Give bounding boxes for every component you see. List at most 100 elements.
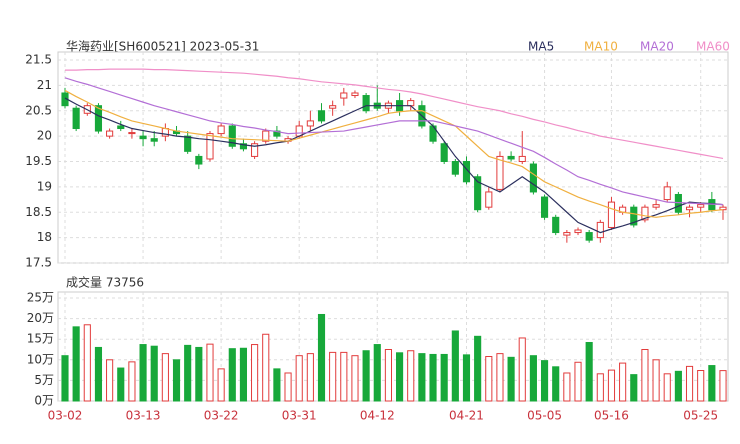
legend-label: MA10 bbox=[584, 40, 618, 54]
candle-body bbox=[451, 161, 459, 175]
candle-body bbox=[697, 204, 705, 208]
candle-body bbox=[117, 125, 125, 130]
candle-body bbox=[585, 232, 593, 241]
volume-bar bbox=[641, 349, 649, 402]
candle-body bbox=[663, 186, 671, 201]
candle-body bbox=[262, 130, 270, 142]
volume-bar bbox=[262, 333, 270, 402]
volume-title: 成交量 73756 bbox=[66, 275, 144, 290]
volume-bar bbox=[474, 335, 482, 402]
chart-title: 华海药业[SH600521] 2023-05-31 bbox=[66, 39, 259, 54]
candle-body bbox=[72, 107, 80, 130]
candle-body bbox=[462, 161, 471, 183]
candle-body bbox=[128, 132, 136, 135]
y-tick-label: 20.5 bbox=[25, 103, 52, 117]
candle-body bbox=[641, 206, 649, 221]
volume-bar bbox=[697, 370, 705, 402]
candle-body bbox=[340, 92, 348, 99]
x-tick-label: 04-12 bbox=[360, 409, 395, 423]
candle-body bbox=[474, 176, 482, 211]
volume-bar bbox=[429, 353, 437, 402]
volume-tick-label: 10万 bbox=[27, 352, 54, 366]
volume-bar bbox=[217, 368, 225, 402]
x-tick-label: 03-22 bbox=[204, 409, 239, 423]
volume-bar bbox=[273, 368, 281, 402]
candle-body bbox=[139, 135, 147, 140]
volume-bar bbox=[150, 345, 158, 402]
volume-bar bbox=[139, 344, 147, 402]
y-tick-label: 21 bbox=[37, 78, 52, 92]
volume-bar bbox=[362, 350, 370, 402]
candle-body bbox=[518, 155, 526, 163]
volume-tick-label: 5万 bbox=[34, 373, 54, 387]
y-tick-label: 17.5 bbox=[25, 256, 52, 270]
volume-bar bbox=[373, 344, 381, 402]
x-tick-label: 04-21 bbox=[449, 409, 484, 423]
volume-bar bbox=[540, 360, 549, 402]
candle-body bbox=[552, 216, 560, 234]
volume-bar bbox=[228, 348, 236, 402]
volume-bar bbox=[719, 370, 727, 402]
x-tick-label: 03-13 bbox=[126, 409, 161, 423]
volume-bar bbox=[83, 324, 91, 402]
candle-body bbox=[685, 206, 694, 211]
volume-bar bbox=[128, 361, 136, 402]
ma-line bbox=[65, 68, 724, 160]
legend-label: MA20 bbox=[640, 40, 674, 54]
candle-body bbox=[94, 105, 103, 132]
volume-bar bbox=[351, 355, 359, 402]
candle-body bbox=[106, 130, 114, 137]
volume-frame bbox=[57, 291, 729, 402]
volume-tick-label: 20万 bbox=[27, 311, 54, 325]
volume-bar bbox=[485, 356, 493, 402]
x-tick-label: 03-02 bbox=[48, 409, 83, 423]
volume-tick-label: 0万 bbox=[34, 394, 54, 408]
candle-body bbox=[407, 100, 415, 107]
volume-bar bbox=[663, 373, 671, 402]
volume-bar bbox=[106, 359, 114, 402]
volume-bar bbox=[396, 352, 404, 402]
candle-body bbox=[150, 138, 158, 142]
candle-body bbox=[317, 110, 326, 122]
volume-bar bbox=[462, 354, 471, 402]
volume-bar bbox=[295, 355, 303, 402]
volume-bar bbox=[172, 359, 181, 402]
volume-bar bbox=[117, 367, 125, 402]
volume-bar bbox=[195, 346, 203, 402]
volume-bar bbox=[507, 356, 515, 402]
candle-body bbox=[507, 155, 515, 160]
candle-body bbox=[217, 125, 225, 135]
volume-bar bbox=[708, 365, 716, 402]
volume-bar bbox=[61, 355, 69, 402]
candle-body bbox=[195, 155, 203, 165]
volume-bar bbox=[239, 347, 248, 402]
y-tick-label: 19 bbox=[37, 179, 52, 193]
volume-tick-label: 25万 bbox=[27, 291, 54, 305]
volume-bar bbox=[306, 353, 314, 402]
y-tick-label: 18.5 bbox=[25, 205, 52, 219]
x-tick-label: 03-31 bbox=[282, 409, 317, 423]
volume-bar bbox=[440, 353, 448, 402]
volume-bar bbox=[206, 343, 214, 402]
candle-body bbox=[239, 143, 248, 150]
candle-body bbox=[228, 125, 236, 147]
candle-body bbox=[251, 143, 259, 157]
volume-bar bbox=[284, 372, 292, 402]
price-frame bbox=[57, 51, 729, 264]
volume-bar bbox=[340, 351, 348, 402]
ma-line bbox=[64, 77, 724, 206]
volume-bar bbox=[251, 344, 259, 402]
candle-body bbox=[607, 201, 616, 228]
volume-bar bbox=[652, 359, 660, 402]
volume-bar bbox=[94, 346, 103, 402]
volume-tick-label: 15万 bbox=[27, 332, 54, 346]
candle-body bbox=[351, 92, 359, 97]
y-tick-label: 18 bbox=[37, 230, 52, 244]
volume-bar bbox=[585, 341, 593, 402]
y-tick-label: 19.5 bbox=[25, 154, 52, 168]
x-tick-label: 05-05 bbox=[527, 409, 562, 423]
volume-bar bbox=[329, 351, 337, 402]
ma-line bbox=[64, 89, 724, 218]
volume-bar bbox=[552, 366, 560, 402]
